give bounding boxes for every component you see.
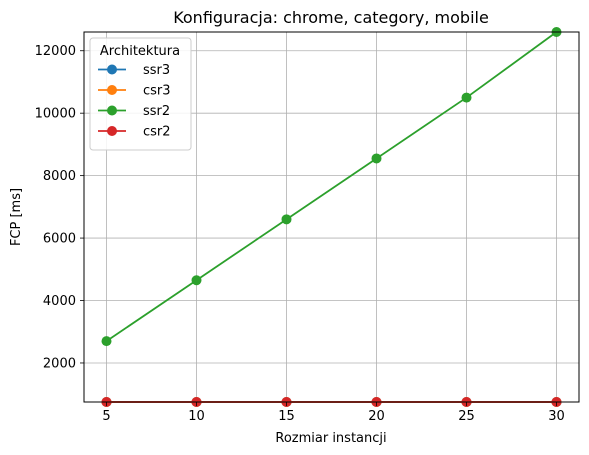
data-point xyxy=(371,153,382,164)
y-axis: 2000 4000 6000 8000 10000 12000 xyxy=(35,44,84,371)
x-tick-label: 25 xyxy=(458,409,475,424)
legend: Architektura ssr3 csr3 ssr2 csr2 xyxy=(89,37,192,151)
legend-label: ssr2 xyxy=(143,104,170,119)
legend-marker xyxy=(107,85,117,95)
y-tick-label: 6000 xyxy=(43,232,76,247)
data-point xyxy=(461,92,472,103)
legend-title: Architektura xyxy=(100,44,180,59)
y-tick-label: 12000 xyxy=(35,44,76,59)
data-point xyxy=(101,336,112,347)
legend-label: csr2 xyxy=(143,125,171,140)
legend-item-ssr2: ssr2 xyxy=(98,104,170,119)
legend-items: ssr3 csr3 ssr2 csr2 xyxy=(98,63,171,140)
legend-marker xyxy=(107,64,117,75)
legend-item-csr3: csr3 xyxy=(98,84,171,99)
series-ssr2 xyxy=(101,27,562,347)
y-tick-label: 4000 xyxy=(43,294,76,309)
x-tick-label: 20 xyxy=(368,409,385,424)
y-tick-label: 10000 xyxy=(35,107,76,122)
y-tick-label: 2000 xyxy=(43,356,76,371)
x-tick-label: 10 xyxy=(188,409,205,424)
x-tick-label: 5 xyxy=(102,409,110,424)
chart-title: Konfiguracja: chrome, category, mobile xyxy=(173,8,489,27)
plot-area-frame xyxy=(83,31,580,403)
data-point xyxy=(191,275,202,286)
legend-item-csr2: csr2 xyxy=(98,125,171,140)
x-axis-label: Rozmiar instancji xyxy=(275,431,386,446)
legend-label: ssr3 xyxy=(143,63,170,78)
x-tick-label: 30 xyxy=(548,409,565,424)
legend-marker xyxy=(107,126,117,136)
legend-marker xyxy=(107,105,117,116)
x-axis: 5 10 15 20 25 30 xyxy=(102,402,565,424)
y-axis-label: FCP [ms] xyxy=(9,188,24,246)
legend-item-ssr3: ssr3 xyxy=(98,63,170,78)
data-point xyxy=(281,214,292,225)
series-line xyxy=(105,31,558,342)
y-tick-label: 8000 xyxy=(43,169,76,184)
x-tick-label: 15 xyxy=(278,409,295,424)
legend-label: csr3 xyxy=(143,84,171,99)
